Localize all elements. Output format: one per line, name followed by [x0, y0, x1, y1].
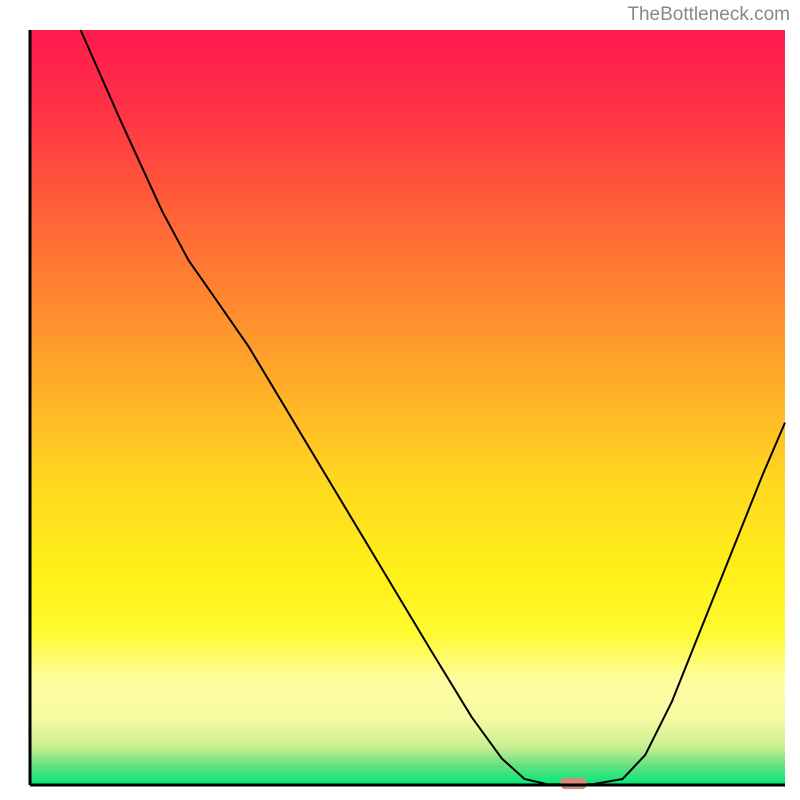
bottleneck-chart [0, 0, 800, 800]
watermark-text: TheBottleneck.com [627, 4, 790, 26]
chart-background [30, 30, 785, 785]
optimal-marker [560, 778, 586, 789]
chart-container: TheBottleneck.com [0, 0, 800, 800]
